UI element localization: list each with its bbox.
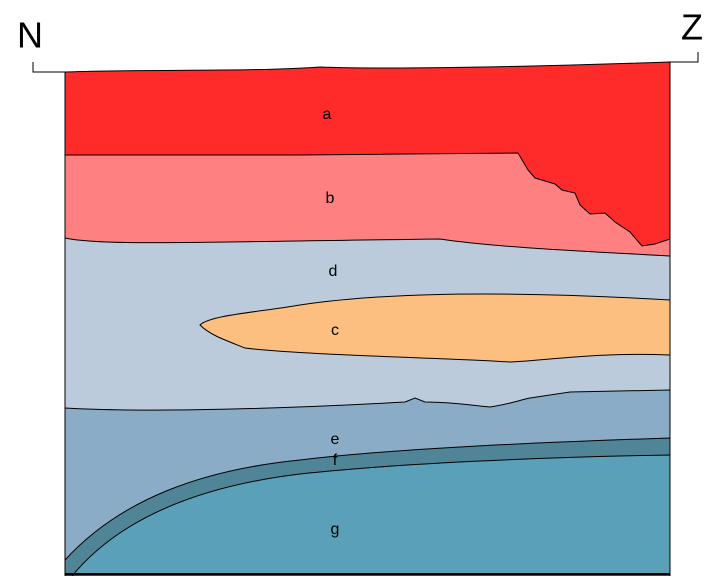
right-bracket xyxy=(670,52,699,63)
layer-label: f xyxy=(333,452,338,469)
layer-label: e xyxy=(331,431,340,448)
layer-label: c xyxy=(331,322,339,339)
layer-label: a xyxy=(323,106,332,123)
layer-c xyxy=(199,293,671,363)
layer-label: g xyxy=(331,521,340,538)
direction-left: N xyxy=(17,15,43,56)
layer-label: d xyxy=(329,263,338,280)
direction-right: Z xyxy=(681,7,703,48)
layer-label: b xyxy=(326,190,335,207)
layer-g xyxy=(71,454,671,576)
left-bracket xyxy=(32,62,65,73)
